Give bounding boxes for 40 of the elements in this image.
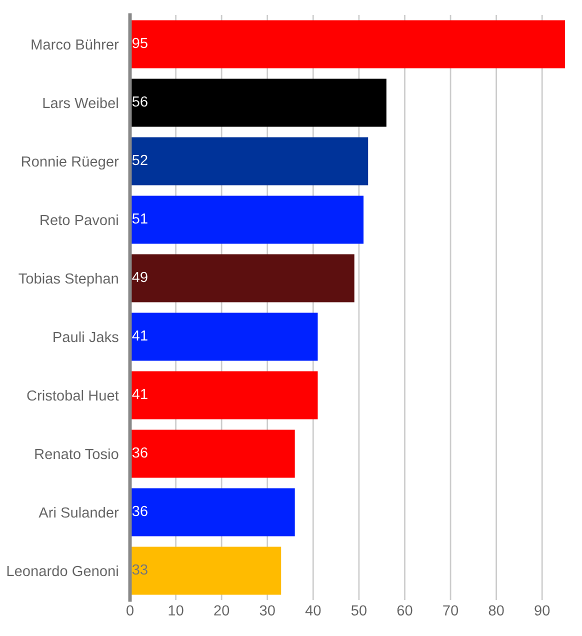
x-tick-label: 10 bbox=[168, 605, 184, 616]
y-tick-label: Cristobal Huet bbox=[27, 390, 119, 401]
x-tick-label: 20 bbox=[214, 605, 230, 616]
y-tick-label: Leonardo Genoni bbox=[7, 565, 118, 576]
data-label: 52 bbox=[132, 154, 148, 166]
y-tick-label: Pauli Jaks bbox=[54, 331, 118, 342]
bar bbox=[130, 137, 368, 186]
y-tick-label: Reto Pavoni bbox=[40, 214, 118, 226]
x-tick-label: 90 bbox=[534, 605, 550, 616]
data-label: 49 bbox=[132, 272, 148, 282]
data-label: 36 bbox=[132, 447, 148, 458]
data-label: 33 bbox=[132, 564, 148, 575]
x-tick-label: 80 bbox=[488, 605, 504, 616]
data-label: 95 bbox=[132, 38, 148, 48]
y-tick-label: Tobias Stephan bbox=[18, 272, 118, 287]
x-tick-label: 50 bbox=[351, 605, 366, 616]
x-tick-label: 60 bbox=[397, 605, 412, 616]
bar bbox=[130, 488, 295, 536]
bar bbox=[130, 196, 364, 244]
bar bbox=[130, 20, 565, 68]
x-tick-label: 40 bbox=[305, 605, 321, 616]
bar bbox=[130, 78, 386, 127]
y-tick-label: Lars Weibel bbox=[43, 97, 118, 108]
data-label: 41 bbox=[132, 388, 148, 400]
data-label: 56 bbox=[132, 96, 148, 107]
data-label: 41 bbox=[132, 330, 148, 341]
bar bbox=[130, 546, 282, 595]
x-tick-label: 30 bbox=[260, 605, 275, 616]
y-tick-label: Marco Bührer bbox=[32, 38, 119, 50]
x-tick-label: 0 bbox=[126, 605, 134, 616]
y-tick-label: Ari Sulander bbox=[38, 506, 119, 518]
bar bbox=[130, 312, 318, 361]
y-tick-label: Renato Tosio bbox=[35, 448, 118, 460]
bar bbox=[130, 371, 318, 420]
bar bbox=[130, 254, 354, 302]
data-label: 51 bbox=[132, 213, 148, 224]
bar bbox=[130, 430, 295, 478]
y-tick-label: Ronnie Rüeger bbox=[22, 156, 119, 170]
x-tick-label: 70 bbox=[443, 605, 458, 616]
data-label: 36 bbox=[132, 506, 148, 516]
